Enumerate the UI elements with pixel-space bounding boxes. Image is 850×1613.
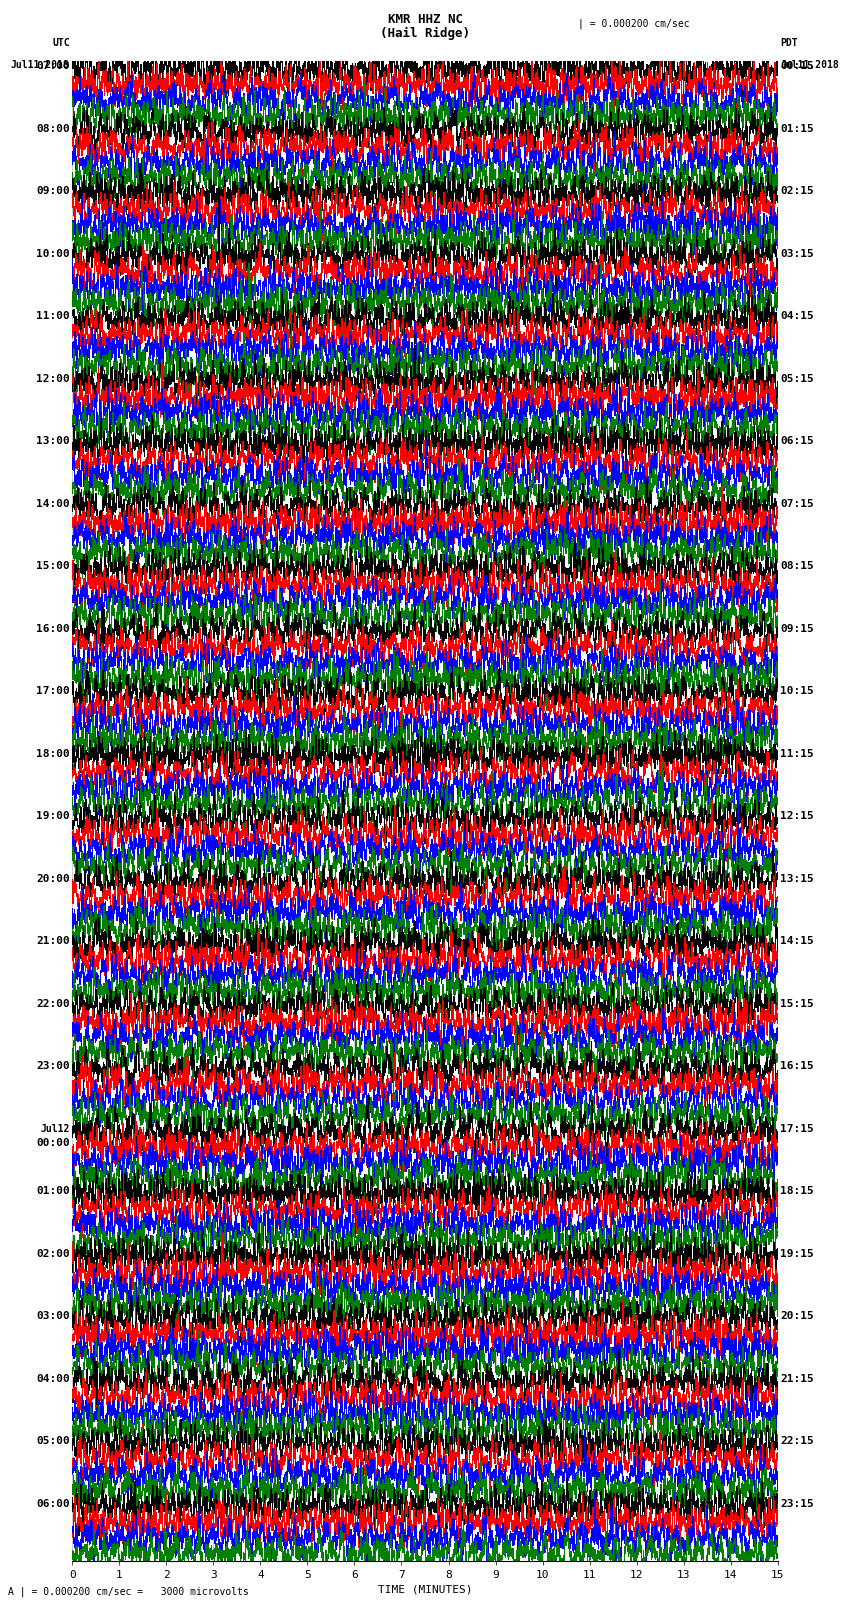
Text: A | = 0.000200 cm/sec =   3000 microvolts: A | = 0.000200 cm/sec = 3000 microvolts <box>8 1586 249 1597</box>
Text: 17:00: 17:00 <box>36 687 70 697</box>
Text: 10:15: 10:15 <box>780 687 814 697</box>
Text: 11:15: 11:15 <box>780 748 814 758</box>
Text: 22:15: 22:15 <box>780 1436 814 1447</box>
Text: 22:00: 22:00 <box>36 998 70 1008</box>
Text: 06:15: 06:15 <box>780 436 814 447</box>
Text: 18:15: 18:15 <box>780 1187 814 1197</box>
Text: KMR HHZ NC: KMR HHZ NC <box>388 13 462 26</box>
Text: 19:15: 19:15 <box>780 1248 814 1258</box>
Text: 18:00: 18:00 <box>36 748 70 758</box>
Text: 00:15: 00:15 <box>780 61 814 71</box>
Text: 23:15: 23:15 <box>780 1498 814 1508</box>
Text: 09:15: 09:15 <box>780 624 814 634</box>
Text: 09:00: 09:00 <box>36 187 70 197</box>
Text: Jul12: Jul12 <box>40 1124 70 1134</box>
Text: 21:00: 21:00 <box>36 936 70 947</box>
Text: 04:15: 04:15 <box>780 311 814 321</box>
Text: 06:00: 06:00 <box>36 1498 70 1508</box>
X-axis label: TIME (MINUTES): TIME (MINUTES) <box>377 1584 473 1595</box>
Text: PDT: PDT <box>780 39 798 48</box>
Text: 20:00: 20:00 <box>36 874 70 884</box>
Text: 20:15: 20:15 <box>780 1311 814 1321</box>
Text: 03:00: 03:00 <box>36 1311 70 1321</box>
Text: 08:00: 08:00 <box>36 124 70 134</box>
Text: 11:00: 11:00 <box>36 311 70 321</box>
Text: 16:00: 16:00 <box>36 624 70 634</box>
Text: 07:00: 07:00 <box>36 61 70 71</box>
Text: (Hail Ridge): (Hail Ridge) <box>380 27 470 40</box>
Text: 14:00: 14:00 <box>36 498 70 508</box>
Text: 07:15: 07:15 <box>780 498 814 508</box>
Text: 21:15: 21:15 <box>780 1374 814 1384</box>
Text: 17:15: 17:15 <box>780 1124 814 1134</box>
Text: 01:15: 01:15 <box>780 124 814 134</box>
Text: Jul11,2018: Jul11,2018 <box>780 60 839 69</box>
Text: 05:00: 05:00 <box>36 1436 70 1447</box>
Text: 03:15: 03:15 <box>780 248 814 258</box>
Text: 12:00: 12:00 <box>36 374 70 384</box>
Text: 15:00: 15:00 <box>36 561 70 571</box>
Text: 05:15: 05:15 <box>780 374 814 384</box>
Text: 13:15: 13:15 <box>780 874 814 884</box>
Text: 08:15: 08:15 <box>780 561 814 571</box>
Text: 14:15: 14:15 <box>780 936 814 947</box>
Text: 01:00: 01:00 <box>36 1187 70 1197</box>
Text: 00:00: 00:00 <box>36 1139 70 1148</box>
Text: 16:15: 16:15 <box>780 1061 814 1071</box>
Text: 10:00: 10:00 <box>36 248 70 258</box>
Text: 13:00: 13:00 <box>36 436 70 447</box>
Text: 19:00: 19:00 <box>36 811 70 821</box>
Text: 04:00: 04:00 <box>36 1374 70 1384</box>
Text: 23:00: 23:00 <box>36 1061 70 1071</box>
Text: 02:15: 02:15 <box>780 187 814 197</box>
Text: Jul11,2018: Jul11,2018 <box>11 60 70 69</box>
Text: | = 0.000200 cm/sec: | = 0.000200 cm/sec <box>578 18 689 29</box>
Text: 02:00: 02:00 <box>36 1248 70 1258</box>
Text: 15:15: 15:15 <box>780 998 814 1008</box>
Text: 12:15: 12:15 <box>780 811 814 821</box>
Text: UTC: UTC <box>52 39 70 48</box>
